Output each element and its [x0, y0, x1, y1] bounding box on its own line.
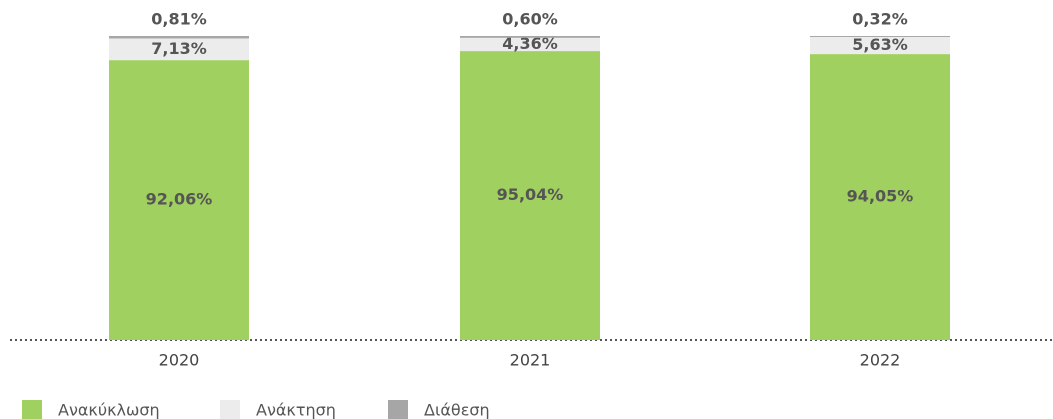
legend-swatch: [388, 400, 408, 419]
value-label: 95,04%: [497, 185, 564, 204]
bar-segment: [460, 37, 600, 52]
legend-swatch: [22, 400, 42, 419]
value-label: 94,05%: [847, 187, 914, 206]
bar-segment: [109, 60, 249, 340]
bar-segment: [810, 36, 950, 55]
value-label: 4,36%: [502, 34, 558, 53]
value-label: 92,06%: [146, 190, 213, 209]
bar-segment: [810, 36, 950, 37]
value-label: 0,81%: [151, 10, 207, 29]
bar-segment: [810, 54, 950, 340]
bar-segment: [460, 51, 600, 340]
x-tick-label: 2021: [510, 351, 551, 370]
value-label: 0,32%: [852, 10, 908, 29]
bar-segment: [109, 36, 249, 39]
value-label: 0,60%: [502, 10, 558, 29]
bar-segment: [109, 38, 249, 61]
legend-swatch: [220, 400, 240, 419]
legend-label: Διάθεση: [424, 401, 490, 419]
legend-label: Ανάκτηση: [256, 401, 336, 419]
x-tick-label: 2020: [159, 351, 200, 370]
x-tick-label: 2022: [860, 351, 901, 370]
value-label: 7,13%: [151, 39, 207, 58]
legend-label: Ανακύκλωση: [58, 401, 160, 419]
bar-segment: [460, 36, 600, 38]
value-label: 5,63%: [852, 35, 908, 54]
